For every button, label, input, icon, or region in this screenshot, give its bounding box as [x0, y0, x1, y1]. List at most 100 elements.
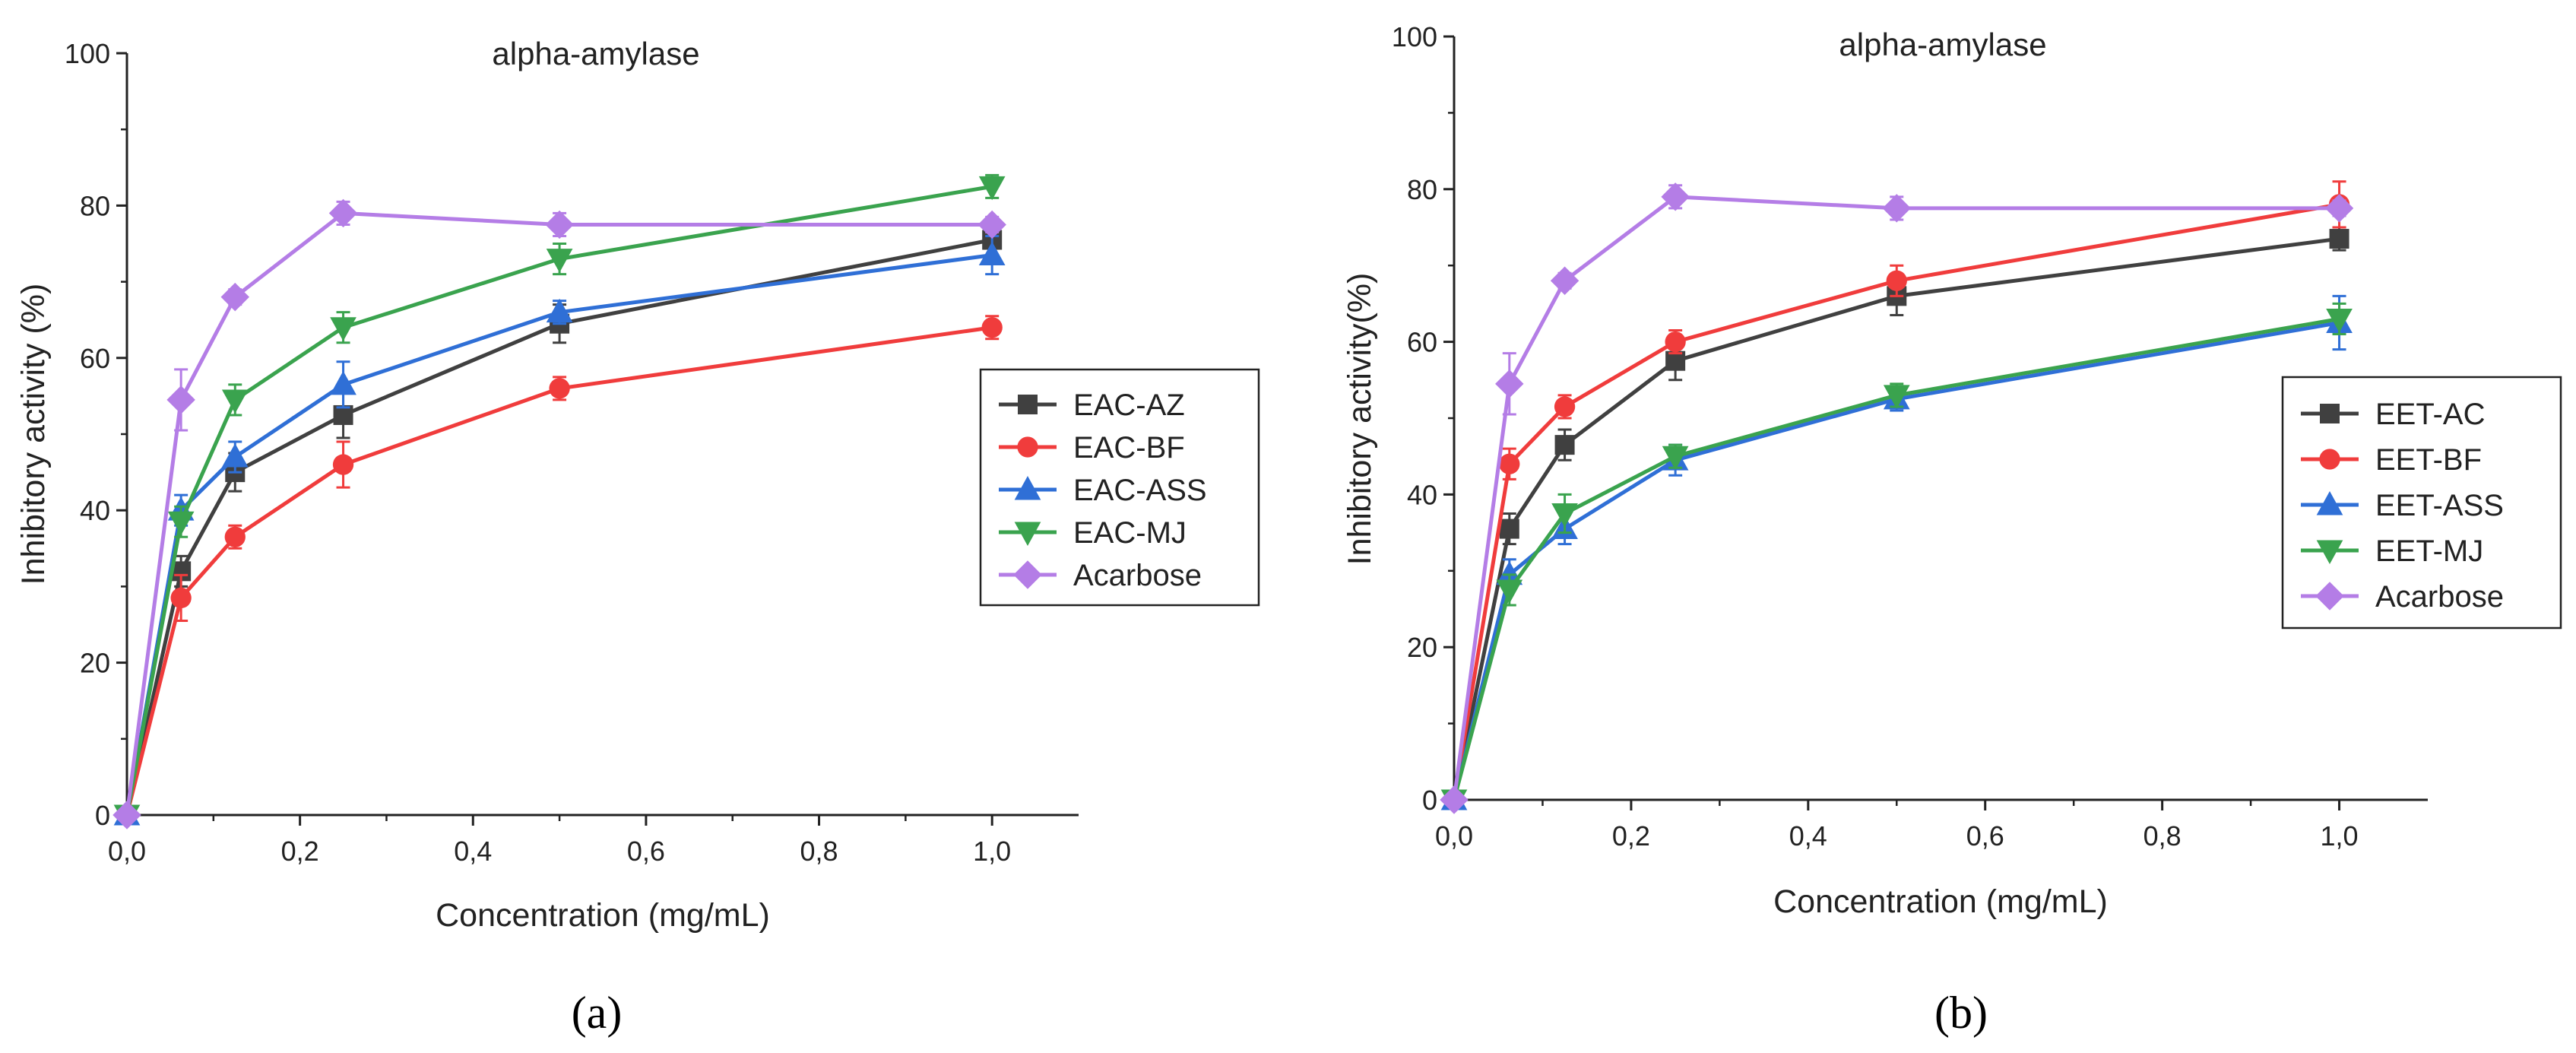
legend-item-eac-az: EAC-AZ — [999, 389, 1185, 422]
legend-item-acarbose: Acarbose — [2301, 580, 2504, 614]
y-tick-label: 0 — [1422, 785, 1437, 816]
data-point — [330, 370, 356, 395]
data-point — [1661, 182, 1690, 211]
data-point — [112, 801, 141, 829]
legend-marker — [1017, 436, 1038, 458]
x-tick-label: 1,0 — [973, 836, 1011, 867]
chart-title: alpha-amylase — [492, 36, 699, 71]
y-tick-label: 20 — [80, 648, 110, 679]
data-point — [1554, 435, 1575, 455]
legend-item-eet-ac: EET-AC — [2301, 398, 2485, 431]
legend-label: EET-AC — [2375, 398, 2485, 431]
data-point — [328, 198, 358, 228]
y-tick-label: 100 — [1392, 21, 1437, 52]
series-line — [125, 184, 993, 816]
data-point — [981, 317, 1003, 338]
legend-label: EAC-BF — [1073, 431, 1185, 465]
series-line — [125, 238, 993, 816]
data-point — [978, 176, 1006, 201]
series-line — [1452, 236, 2340, 801]
legend-label: EET-ASS — [2375, 489, 2504, 522]
data-point — [2329, 229, 2349, 249]
series-line — [1452, 195, 2340, 801]
legend-marker — [2315, 582, 2344, 611]
x-tick-label: 1,0 — [2321, 820, 2359, 852]
data-point — [220, 282, 249, 312]
series-eet-mj — [1440, 302, 2353, 814]
data-point — [1495, 370, 1524, 398]
y-tick-label: 80 — [80, 190, 110, 221]
legend-label: EAC-MJ — [1073, 516, 1187, 550]
data-point — [221, 389, 249, 414]
y-tick-label: 40 — [1407, 479, 1437, 510]
data-point — [1554, 396, 1576, 417]
y-tick-label: 100 — [65, 38, 110, 69]
data-point — [330, 317, 356, 341]
panel-label: (a) — [572, 988, 623, 1038]
legend-marker — [2319, 449, 2340, 470]
y-tick-label: 0 — [95, 800, 110, 831]
series-eet-bf — [1443, 180, 2350, 810]
data-point — [978, 241, 1006, 265]
legend-label: EAC-AZ — [1073, 389, 1185, 422]
chart-panel-b: 0 20 40 60 80 100 0,0 0,2 0,4 0,6 0,8 1,0 alpha-amyl… — [1342, 21, 2562, 1038]
x-tick-label: 0,4 — [1789, 820, 1827, 852]
data-point — [221, 443, 249, 468]
legend-marker — [2320, 404, 2340, 423]
series-line — [1452, 317, 2340, 801]
data-point — [1499, 453, 1520, 474]
x-tick-label: 0,2 — [1612, 820, 1650, 852]
x-tick-label: 0,0 — [1435, 820, 1473, 852]
data-point — [170, 587, 192, 609]
chart-title: alpha-amylase — [1839, 27, 2046, 62]
data-point — [1665, 331, 1686, 353]
x-tick-label: 0,6 — [627, 836, 665, 867]
y-tick-label: 60 — [1407, 327, 1437, 358]
data-point — [1440, 785, 1469, 814]
data-point — [1550, 266, 1580, 295]
legend-label: EAC-ASS — [1073, 474, 1207, 507]
series-acarbose — [1440, 182, 2354, 814]
legend-marker — [1018, 395, 1038, 414]
data-point — [1662, 446, 1689, 471]
data-point — [1886, 270, 1907, 291]
legend-item-eet-ass: EET-ASS — [2301, 489, 2504, 522]
legend-label: EET-BF — [2375, 443, 2482, 477]
data-point — [546, 298, 573, 323]
data-point — [545, 210, 574, 239]
legend-item-eet-mj: EET-MJ — [2301, 534, 2483, 568]
y-axis-label: Inhibitory activity(%) — [1342, 273, 1378, 566]
x-tick-label: 0,8 — [800, 836, 838, 867]
legend-marker — [1014, 522, 1041, 546]
data-point — [332, 454, 354, 475]
y-tick-label: 80 — [1407, 174, 1437, 205]
series-line — [125, 211, 993, 816]
x-tick-label: 0,8 — [2143, 820, 2182, 852]
x-axis-label: Concentration (mg/mL) — [1773, 883, 2108, 920]
data-point — [224, 526, 246, 547]
y-tick-label: 40 — [80, 495, 110, 526]
legend-item-eac-mj: EAC-MJ — [999, 516, 1187, 550]
data-point — [2326, 309, 2353, 333]
legend-item-eac-bf: EAC-BF — [999, 431, 1185, 465]
chart-panel-a: 0 20 40 60 80 100 0,0 0,2 0,4 0,6 0,8 1,0 alpha-amyl… — [15, 36, 1260, 1038]
data-point — [2324, 194, 2354, 223]
legend-marker — [1013, 560, 1042, 589]
series-line — [1452, 202, 2340, 801]
data-point — [1883, 385, 1910, 409]
legend-label: Acarbose — [1073, 559, 1202, 592]
series-line — [1452, 321, 2340, 801]
x-tick-label: 0,4 — [454, 836, 492, 867]
data-point — [546, 249, 573, 273]
legend-marker — [2316, 540, 2343, 564]
data-point — [167, 511, 195, 536]
data-point — [1496, 579, 1523, 604]
data-point — [549, 378, 570, 399]
legend-label: EET-MJ — [2375, 534, 2483, 568]
panel-label: (b) — [1934, 988, 1988, 1038]
legend-marker — [2316, 491, 2343, 515]
data-point — [166, 385, 195, 414]
y-tick-label: 20 — [1407, 632, 1437, 663]
legend-marker — [1014, 476, 1041, 500]
